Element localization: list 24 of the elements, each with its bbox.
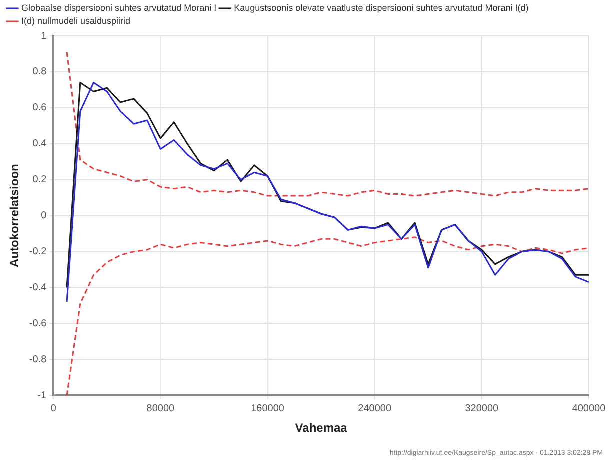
x-tick-label: 160000	[251, 403, 285, 414]
x-axis-title: Vahemaa	[295, 421, 348, 436]
line-series	[66, 236, 589, 396]
y-tick-label: 0.2	[32, 174, 48, 186]
y-tick-label: -1	[38, 390, 48, 402]
line-series	[66, 51, 589, 197]
legend-label: Globaalse dispersiooni suhtes arvutatud Morani I	[22, 2, 217, 13]
y-tick-label: 0.4	[32, 138, 48, 150]
legend-label: I(d) nullmudeli usalduspiirid	[22, 16, 131, 26]
y-tick-label: -0.4	[29, 282, 48, 294]
legend-label: Kaugustsoonis olevate vaatluste dispersiooni suhtes arvutatud Morani I(d)	[234, 2, 529, 13]
y-tick-label: -0.2	[29, 246, 48, 258]
y-tick-label: 0	[41, 210, 48, 222]
y-tick-label: -0.8	[29, 354, 48, 366]
x-tick-label: 240000	[358, 403, 392, 414]
y-axis-title: Autokorrelatsioon	[8, 164, 22, 268]
x-tick-label: 80000	[146, 403, 176, 414]
y-tick-label: 0.6	[32, 102, 48, 114]
x-tick-label: 320000	[465, 403, 500, 414]
x-tick-label: 400000	[572, 403, 606, 414]
y-tick-label: 0.8	[32, 66, 48, 78]
y-tick-label: 1	[41, 30, 48, 42]
y-tick-label: -0.6	[29, 318, 48, 330]
x-tick-label: 0	[50, 403, 57, 414]
